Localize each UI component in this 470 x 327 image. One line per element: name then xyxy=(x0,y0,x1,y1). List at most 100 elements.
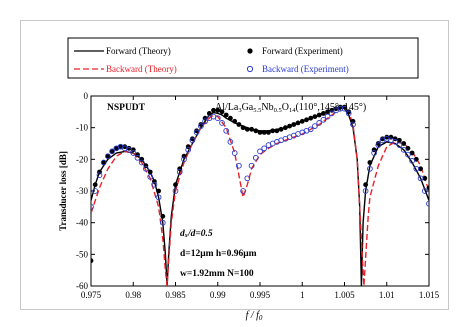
legend-backward-exp-swatch xyxy=(246,65,254,73)
series-line-1 xyxy=(91,107,429,286)
data-point xyxy=(328,110,335,117)
data-point xyxy=(413,165,420,172)
data-point xyxy=(96,172,103,179)
y-tick-label: -60 xyxy=(76,281,88,291)
material-sub4: 14 xyxy=(289,107,296,114)
x-tick-label: 1 xyxy=(300,290,305,300)
axis-ticks: 0.975 0.98 0.985 0.99 0.995 1 1.005 1.01 1.015 0 -… xyxy=(76,91,440,300)
data-point xyxy=(92,188,99,194)
legend: Forward (Theory) Forward (Experiment) Ba… xyxy=(67,37,419,79)
data-point xyxy=(337,105,344,112)
material-ga: Ga xyxy=(242,102,254,113)
data-point xyxy=(138,159,145,166)
data-point xyxy=(122,144,128,150)
data-point xyxy=(295,120,301,126)
x-tick-label: 1.01 xyxy=(379,290,395,300)
data-point xyxy=(206,111,212,116)
x-tick-label: 0.995 xyxy=(250,290,271,300)
x-axis-label-main: f / f xyxy=(246,310,261,321)
data-point xyxy=(367,160,373,165)
data-point xyxy=(261,130,267,135)
data-point xyxy=(409,150,415,156)
material-nb: Nb xyxy=(261,102,273,113)
y-tick-label: -20 xyxy=(76,154,88,164)
data-point xyxy=(231,150,238,156)
data-point xyxy=(257,148,263,155)
data-point xyxy=(194,128,200,134)
data-point xyxy=(143,165,149,172)
legend-backward-theory: Backward (Theory) xyxy=(106,64,177,74)
data-point xyxy=(147,169,153,175)
data-point xyxy=(308,115,314,121)
data-point xyxy=(219,109,225,115)
x-tick-label: 0.99 xyxy=(210,290,226,300)
data-point xyxy=(375,142,382,148)
material-base: Al/La xyxy=(215,102,239,113)
data-point xyxy=(91,203,94,210)
data-point xyxy=(248,162,255,169)
annotation-aperture: w=1.92mm N=100 xyxy=(180,269,254,279)
data-point xyxy=(223,112,229,118)
data-point xyxy=(244,175,251,182)
data-point xyxy=(114,145,119,151)
data-point xyxy=(91,258,94,264)
material-euler: (110°,145°, 145°) xyxy=(295,102,366,113)
data-point xyxy=(380,136,385,142)
data-point xyxy=(426,200,429,207)
data-point xyxy=(198,122,204,127)
data-point xyxy=(240,125,246,131)
data-point xyxy=(421,188,428,194)
data-point xyxy=(312,123,318,129)
y-tick-label: -30 xyxy=(76,186,88,196)
data-point xyxy=(266,130,271,135)
data-point xyxy=(151,181,158,188)
data-point xyxy=(418,166,423,172)
data-point xyxy=(109,149,115,154)
data-point xyxy=(211,107,216,113)
series-layer xyxy=(91,104,429,286)
data-point xyxy=(320,116,327,123)
data-point xyxy=(185,146,192,153)
data-point xyxy=(346,109,352,115)
data-point xyxy=(257,130,263,135)
data-point xyxy=(219,120,225,126)
data-point xyxy=(126,145,132,151)
data-point xyxy=(405,145,411,151)
data-point xyxy=(312,114,318,119)
data-point xyxy=(240,188,246,194)
data-point xyxy=(253,128,259,134)
data-point xyxy=(426,185,429,191)
legend-forward-theory: Forward (Theory) xyxy=(106,46,171,56)
data-point xyxy=(291,122,297,127)
x-tick-label: 0.985 xyxy=(165,290,186,300)
plot-area xyxy=(90,95,430,287)
y-axis-label: Transducer loss [dB] xyxy=(58,151,68,231)
data-point xyxy=(363,182,368,188)
data-point xyxy=(417,175,424,182)
data-point xyxy=(392,139,399,145)
data-point xyxy=(189,137,196,144)
data-point xyxy=(252,154,259,161)
data-point xyxy=(156,188,162,194)
y-tick-label: 0 xyxy=(84,91,89,101)
data-point xyxy=(181,156,187,163)
data-point xyxy=(362,188,369,194)
y-tick-label: -10 xyxy=(76,123,88,133)
data-point xyxy=(401,141,407,146)
data-point xyxy=(333,106,339,112)
data-point xyxy=(101,160,107,165)
data-point xyxy=(396,142,403,148)
data-point xyxy=(316,120,323,126)
data-point xyxy=(409,158,415,164)
data-point xyxy=(105,153,111,160)
data-point xyxy=(270,128,276,134)
data-point xyxy=(341,105,348,112)
data-point xyxy=(160,213,166,219)
legend-box xyxy=(67,37,419,79)
data-point xyxy=(244,126,250,132)
data-point xyxy=(147,173,154,180)
data-point xyxy=(105,153,111,159)
data-point xyxy=(173,182,178,188)
legend-backward-experiment: Backward (Experiment) xyxy=(262,64,349,74)
